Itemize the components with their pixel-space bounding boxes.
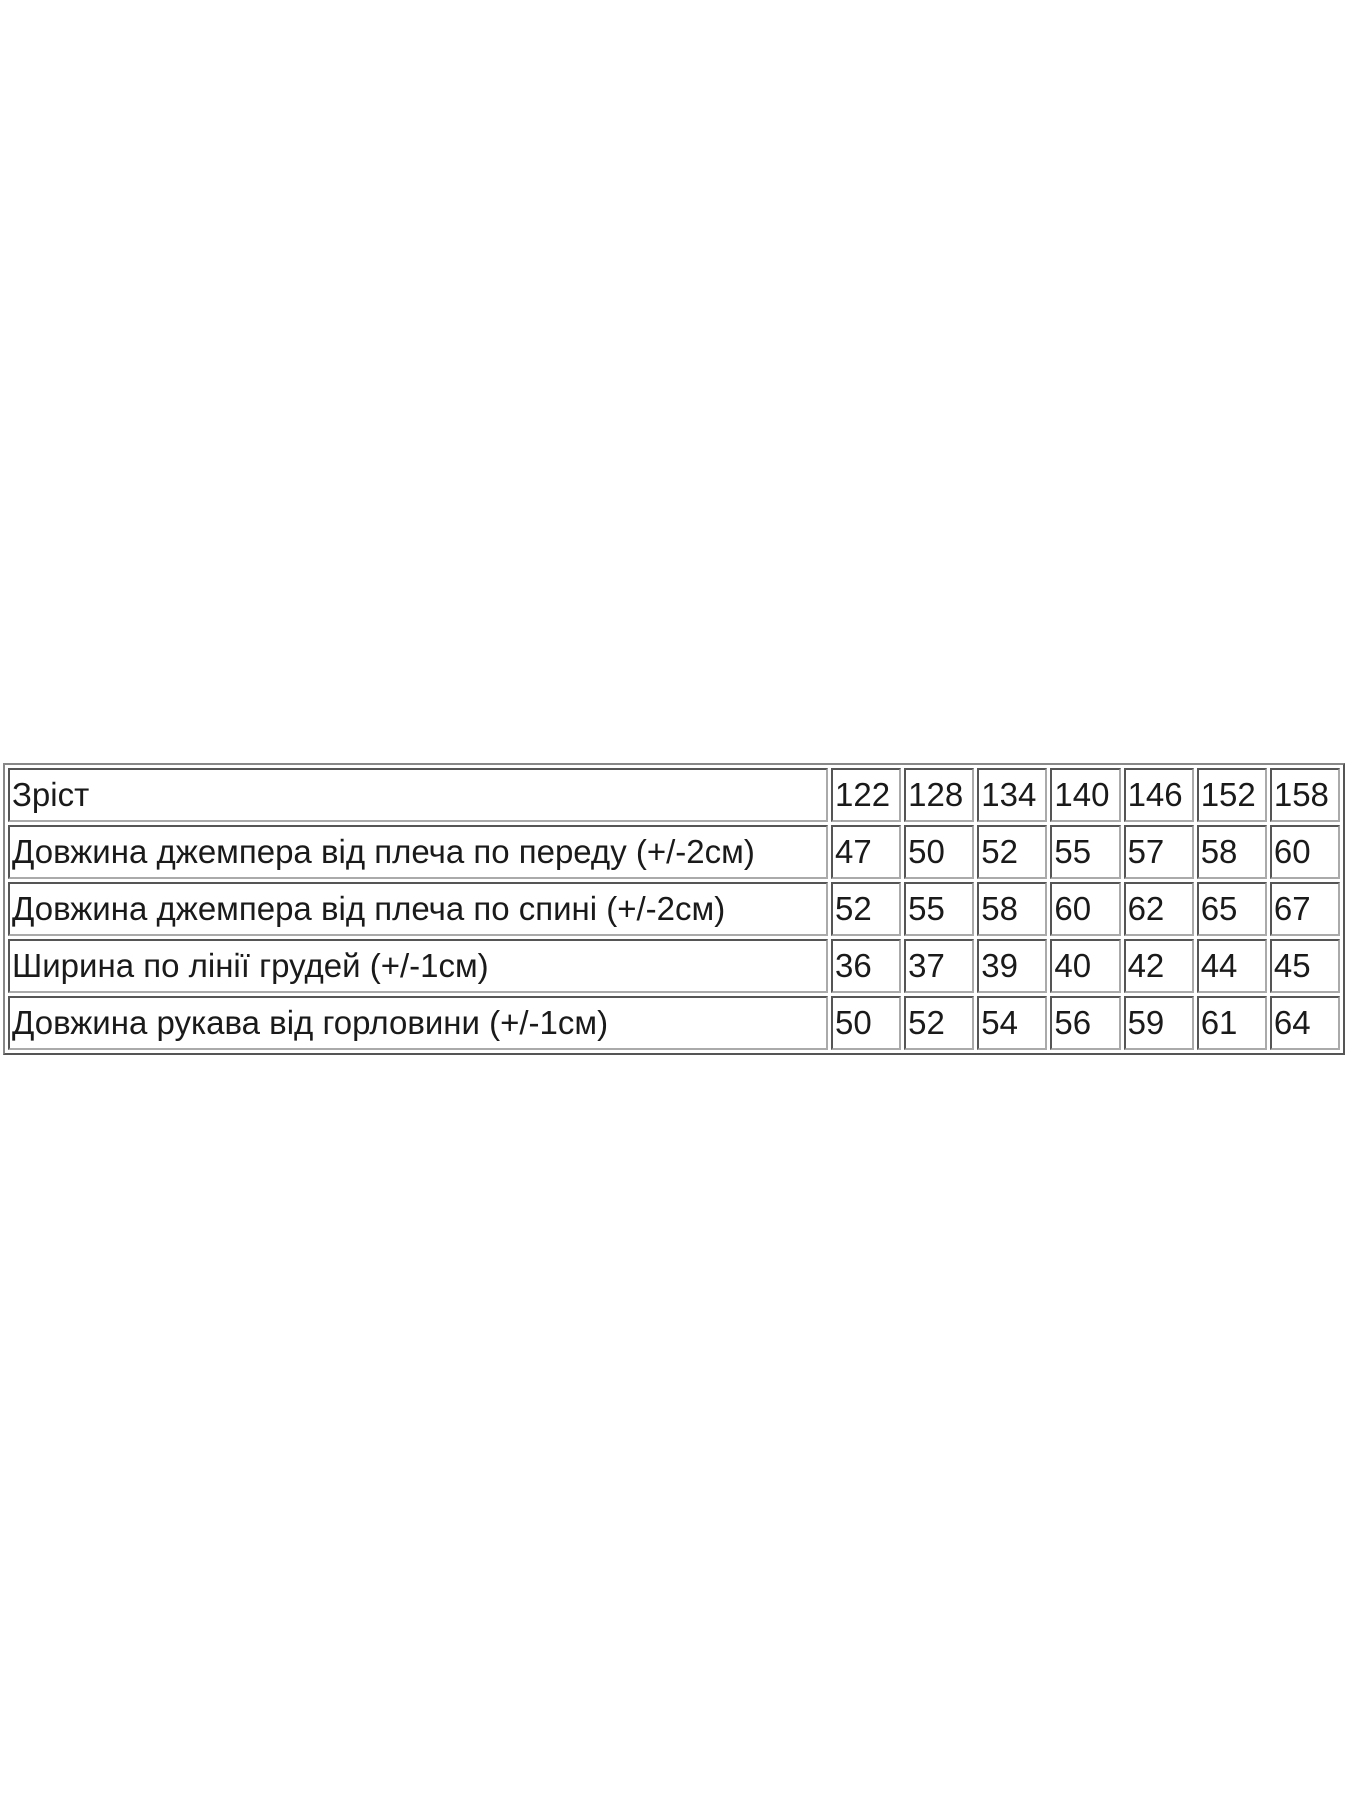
header-row: Зріст 122 128 134 140 146 152 158 <box>8 768 1340 822</box>
measurement-cell: 65 <box>1196 882 1267 936</box>
measurement-cell: 52 <box>831 882 902 936</box>
measurement-cell: 61 <box>1196 996 1267 1050</box>
size-header-cell: 152 <box>1196 768 1267 822</box>
measurement-cell: 47 <box>831 825 902 879</box>
measurement-cell: 55 <box>1050 825 1121 879</box>
row-label: Довжина рукава від горловини (+/-1см) <box>8 996 828 1050</box>
measurement-cell: 58 <box>977 882 1048 936</box>
size-header-cell: 140 <box>1050 768 1121 822</box>
measurement-cell: 59 <box>1123 996 1194 1050</box>
measurement-cell: 67 <box>1269 882 1340 936</box>
measurement-cell: 60 <box>1269 825 1340 879</box>
size-header-cell: 146 <box>1123 768 1194 822</box>
row-label: Довжина джемпера від плеча по переду (+/… <box>8 825 828 879</box>
measurement-cell: 64 <box>1269 996 1340 1050</box>
table-row: Ширина по лінії грудей (+/-1см) 36 37 39 40 4… <box>8 939 1340 993</box>
measurement-cell: 45 <box>1269 939 1340 993</box>
measurement-cell: 50 <box>904 825 975 879</box>
row-label: Зріст <box>8 768 828 822</box>
table-row: Довжина рукава від горловини (+/-1см) 50 5… <box>8 996 1340 1050</box>
size-header-cell: 128 <box>904 768 975 822</box>
measurement-cell: 52 <box>904 996 975 1050</box>
measurement-cell: 36 <box>831 939 902 993</box>
row-label: Ширина по лінії грудей (+/-1см) <box>8 939 828 993</box>
measurement-cell: 56 <box>1050 996 1121 1050</box>
table-row: Довжина джемпера від плеча по спині (+/-… <box>8 882 1340 936</box>
measurement-cell: 44 <box>1196 939 1267 993</box>
measurement-cell: 60 <box>1050 882 1121 936</box>
size-header-cell: 122 <box>831 768 902 822</box>
measurement-cell: 50 <box>831 996 902 1050</box>
measurement-cell: 52 <box>977 825 1048 879</box>
size-header-cell: 134 <box>977 768 1048 822</box>
measurement-cell: 42 <box>1123 939 1194 993</box>
size-chart-table: Зріст 122 128 134 140 146 152 158 Довжина джемпе… <box>3 763 1345 1055</box>
measurement-cell: 55 <box>904 882 975 936</box>
measurement-cell: 40 <box>1050 939 1121 993</box>
measurement-cell: 39 <box>977 939 1048 993</box>
measurement-cell: 57 <box>1123 825 1194 879</box>
measurement-cell: 54 <box>977 996 1048 1050</box>
size-header-cell: 158 <box>1269 768 1340 822</box>
row-label: Довжина джемпера від плеча по спині (+/-… <box>8 882 828 936</box>
measurement-cell: 58 <box>1196 825 1267 879</box>
measurement-cell: 37 <box>904 939 975 993</box>
measurement-cell: 62 <box>1123 882 1194 936</box>
table-row: Довжина джемпера від плеча по переду (+/… <box>8 825 1340 879</box>
